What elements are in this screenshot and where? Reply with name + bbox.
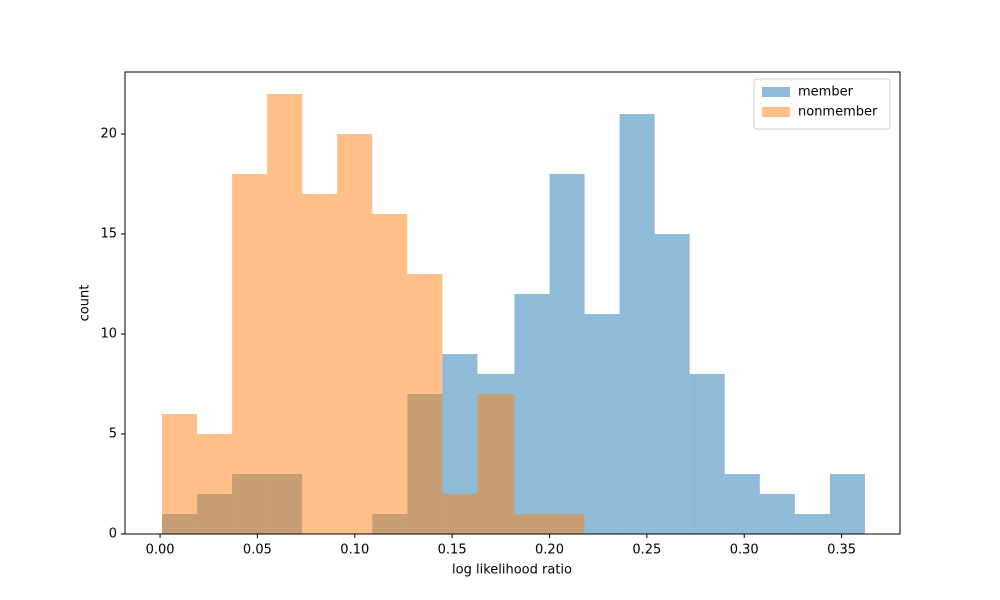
x-tick-label: 0.30 xyxy=(730,543,759,558)
histogram-bar xyxy=(759,494,795,534)
histogram-bar xyxy=(514,514,550,534)
histogram-bar xyxy=(302,194,338,534)
histogram-bar xyxy=(549,514,585,534)
histogram-bar xyxy=(407,274,443,534)
histogram-bar xyxy=(619,114,655,534)
x-tick-label: 0.00 xyxy=(146,543,175,558)
histogram-bar xyxy=(829,474,865,534)
x-tick-label: 0.25 xyxy=(632,543,661,558)
legend-swatch xyxy=(762,87,790,97)
y-axis-label: count xyxy=(78,285,93,322)
histogram-bar xyxy=(267,94,303,534)
y-tick-label: 0 xyxy=(109,527,117,542)
y-tick-label: 5 xyxy=(109,427,117,442)
legend-label: member xyxy=(798,85,854,100)
x-tick-label: 0.35 xyxy=(827,543,856,558)
histogram-bar xyxy=(689,374,725,534)
y-tick-label: 10 xyxy=(100,327,117,342)
histogram-bar xyxy=(794,514,830,534)
x-tick-label: 0.10 xyxy=(340,543,369,558)
y-tick-label: 15 xyxy=(100,227,117,242)
histogram-bar xyxy=(584,314,620,534)
plot-frame xyxy=(124,71,901,535)
histogram-bar xyxy=(477,394,515,534)
histogram-bar xyxy=(232,174,268,534)
histogram-bar xyxy=(197,434,233,534)
histogram-bar xyxy=(724,474,760,534)
x-tick-label: 0.15 xyxy=(438,543,467,558)
histogram-bar xyxy=(442,494,478,534)
legend: member nonmember xyxy=(753,78,891,130)
legend-swatch xyxy=(762,107,790,117)
histogram-bar xyxy=(514,294,550,534)
histogram-bar xyxy=(654,234,690,534)
y-tick-label: 20 xyxy=(100,127,117,142)
x-tick-label: 0.20 xyxy=(535,543,564,558)
legend-label: nonmember xyxy=(798,105,878,120)
histogram-bar xyxy=(549,174,585,534)
histogram-bar xyxy=(161,414,198,534)
histogram-bar xyxy=(372,214,408,534)
x-axis-label: log likelihood ratio xyxy=(452,563,572,578)
histogram-bar xyxy=(337,134,373,534)
x-tick-label: 0.05 xyxy=(243,543,272,558)
